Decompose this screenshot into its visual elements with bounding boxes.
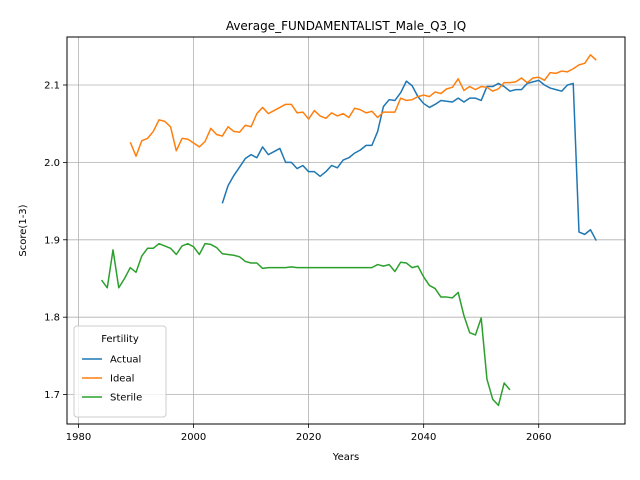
x-tick-label: 1980 xyxy=(66,432,91,443)
y-axis: 1.7 1.8 1.9 2.0 2.1 xyxy=(44,80,67,401)
series-layer xyxy=(100,54,597,407)
x-tick-label: 2040 xyxy=(411,432,436,443)
y-axis-label: Score(1-3) xyxy=(18,204,29,256)
y-tick-label: 1.8 xyxy=(44,313,60,324)
grid xyxy=(67,37,625,424)
y-tick-label: 2.1 xyxy=(44,80,60,91)
plot-frame xyxy=(66,36,626,425)
legend-items: Actual Ideal Sterile xyxy=(82,355,142,404)
legend-label-ideal: Ideal xyxy=(110,374,134,385)
legend-label-sterile: Sterile xyxy=(110,393,142,404)
chart-title: Average_FUNDAMENTALIST_Male_Q3_IQ xyxy=(226,19,466,33)
x-axis-label: Years xyxy=(332,452,359,463)
y-tick-label: 1.7 xyxy=(44,390,60,401)
legend-label-actual: Actual xyxy=(110,355,141,366)
series-line-ideal xyxy=(129,54,597,157)
legend-title: Fertility xyxy=(101,334,139,345)
series-line-sterile xyxy=(100,242,511,407)
x-axis: 1980 2000 2020 2040 2060 xyxy=(66,424,551,443)
y-tick-label: 2.0 xyxy=(44,158,60,169)
x-tick-label: 2000 xyxy=(181,432,206,443)
x-tick-label: 2060 xyxy=(526,432,551,443)
series-line-actual xyxy=(221,79,597,241)
legend: Fertility Actual Ideal Sterile xyxy=(73,325,167,418)
x-tick-label: 2020 xyxy=(296,432,321,443)
legend-box xyxy=(73,325,167,418)
y-tick-label: 1.9 xyxy=(44,235,60,246)
